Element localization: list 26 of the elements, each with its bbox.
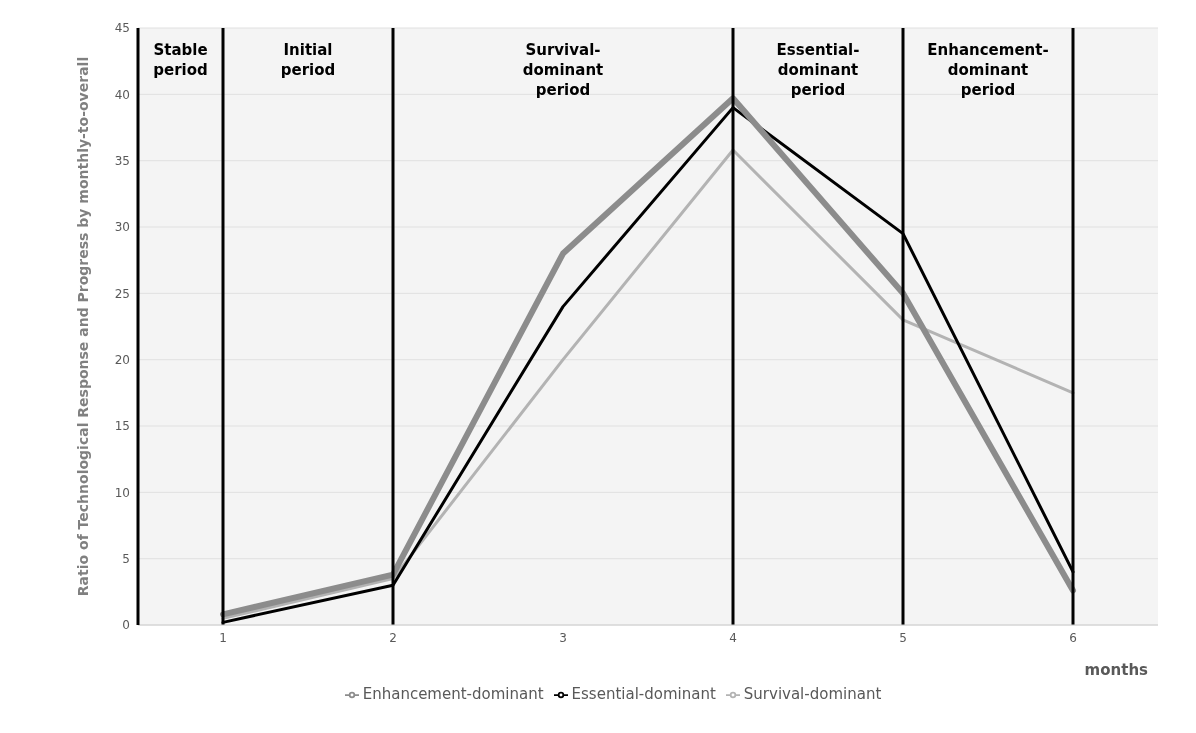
y-tick-label: 40	[114, 87, 130, 102]
y-tick-label: 10	[114, 485, 130, 500]
x-tick-label: 4	[729, 630, 737, 645]
x-tick-label: 1	[219, 630, 227, 645]
x-tick-label: 3	[559, 630, 567, 645]
y-axis-title: Ratio of Technological Response and Progress by monthly-to-overall	[74, 56, 91, 597]
y-tick-label: 20	[114, 352, 130, 367]
annotation: Survival-dominant period	[522, 40, 604, 99]
y-tick-label: 45	[114, 21, 130, 36]
x-tick-label: 6	[1069, 630, 1077, 645]
x-axis-title: months	[1084, 661, 1149, 679]
y-tick-label: 15	[114, 419, 130, 434]
legend-label: Survival-dominant	[743, 685, 882, 703]
y-tick-label: 30	[114, 220, 130, 235]
legend-label: Enhancement-dominant	[362, 685, 544, 703]
y-tick-label: 5	[122, 551, 130, 566]
annotation: Enhancement-dominant period	[927, 40, 1049, 99]
y-tick-label: 0	[122, 618, 130, 633]
legend-label: Essential-dominant	[571, 685, 716, 703]
x-tick-label: 2	[389, 630, 397, 645]
y-tick-label: 35	[114, 153, 130, 168]
annotation: Initial period	[280, 40, 336, 79]
x-tick-label: 5	[899, 630, 907, 645]
y-tick-label: 25	[114, 286, 130, 301]
annotation: Essential-dominant period	[776, 40, 860, 99]
annotation: Stable period	[153, 40, 208, 79]
